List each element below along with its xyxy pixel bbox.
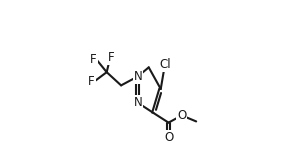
Text: F: F <box>108 51 115 64</box>
Text: F: F <box>90 53 97 66</box>
Text: N: N <box>134 96 142 109</box>
Text: Cl: Cl <box>159 58 171 71</box>
Text: F: F <box>88 75 95 88</box>
Text: O: O <box>177 109 186 122</box>
Text: O: O <box>164 131 173 144</box>
Text: N: N <box>134 70 142 83</box>
